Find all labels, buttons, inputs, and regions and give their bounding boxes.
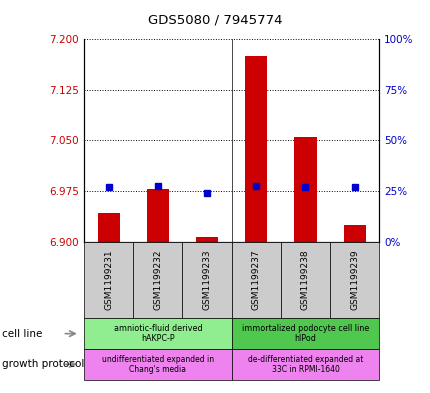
Bar (294, 137, 316, 242)
Text: growth protocol: growth protocol (2, 359, 84, 369)
Bar (147, 189, 169, 242)
Text: GDS5080 / 7945774: GDS5080 / 7945774 (148, 14, 282, 27)
Text: amniotic-fluid derived
hAKPC-P: amniotic-fluid derived hAKPC-P (113, 324, 202, 343)
Text: de-differentiated expanded at
33C in RPMI-1640: de-differentiated expanded at 33C in RPM… (247, 354, 362, 374)
Text: GSM1199233: GSM1199233 (202, 250, 211, 310)
Text: undifferentiated expanded in
Chang's media: undifferentiated expanded in Chang's med… (101, 354, 213, 374)
Bar (245, 56, 267, 242)
Text: GSM1199231: GSM1199231 (104, 250, 113, 310)
Bar (97, 213, 120, 242)
Text: GSM1199237: GSM1199237 (251, 250, 260, 310)
Text: GSM1199238: GSM1199238 (300, 250, 309, 310)
Text: immortalized podocyte cell line
hIPod: immortalized podocyte cell line hIPod (241, 324, 368, 343)
Text: GSM1199239: GSM1199239 (349, 250, 358, 310)
Text: GSM1199232: GSM1199232 (153, 250, 162, 310)
Bar (343, 225, 365, 242)
Bar (196, 237, 218, 242)
Text: cell line: cell line (2, 329, 43, 339)
